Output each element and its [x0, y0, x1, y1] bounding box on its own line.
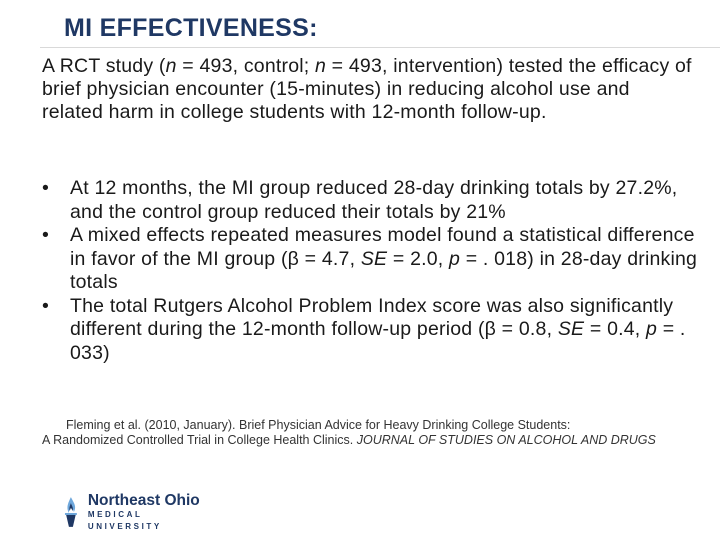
bullet-icon: •: [42, 294, 50, 317]
citation: Fleming et al. (2010, January). Brief Ph…: [42, 418, 656, 447]
bullet-icon: •: [42, 224, 50, 246]
university-logo: Northeast Ohio MEDICAL UNIVERSITY: [60, 491, 220, 531]
list-item: • The total Rutgers Alcohol Problem Inde…: [42, 294, 686, 364]
slide-title: MI EFFECTIVENESS:: [64, 14, 318, 42]
logo-name: Northeast Ohio: [87, 491, 200, 509]
intro-paragraph: A RCT study (n = 493, control; n = 493, …: [42, 55, 692, 123]
logo-subtitle: MEDICAL UNIVERSITY: [87, 509, 162, 531]
torch-logo-icon: [64, 497, 77, 527]
list-item: • At 12 months, the MI group reduced 28-…: [42, 177, 678, 223]
title-divider: [40, 47, 720, 48]
bullet-icon: •: [42, 177, 50, 199]
list-item: • A mixed effects repeated measures mode…: [42, 224, 698, 293]
findings-list: • At 12 months, the MI group reduced 28-…: [42, 177, 702, 365]
